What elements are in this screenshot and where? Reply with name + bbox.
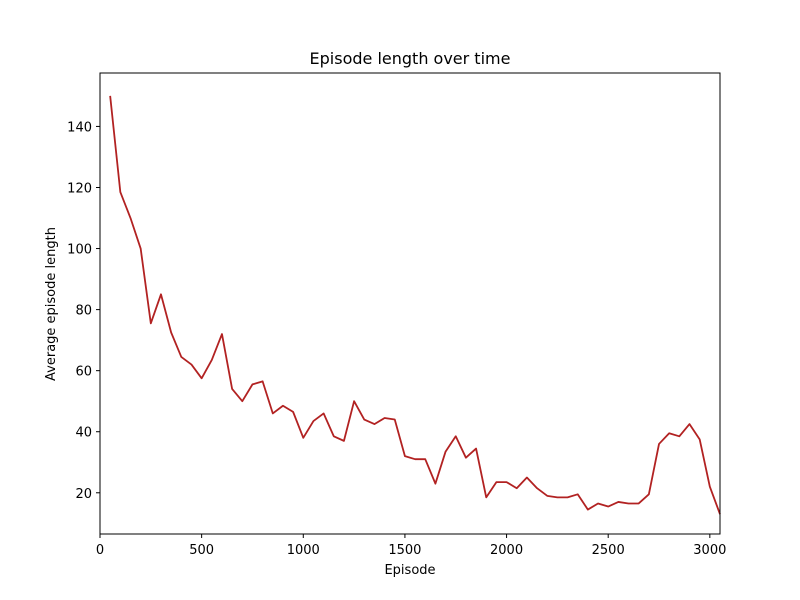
y-tick-label-40: 40 xyxy=(75,426,92,441)
series-line-0 xyxy=(109,95,721,515)
y-axis-label: Average episode length xyxy=(44,227,59,381)
y-tick-label-120: 120 xyxy=(67,181,92,196)
y-tick-label-80: 80 xyxy=(75,304,92,319)
x-tick-label-1000: 1000 xyxy=(287,543,320,558)
x-tick-label-2000: 2000 xyxy=(490,543,523,558)
y-tick-label-20: 20 xyxy=(75,487,92,502)
x-tick-label-2500: 2500 xyxy=(592,543,625,558)
y-tick-label-140: 140 xyxy=(67,120,92,135)
x-tick-label-1500: 1500 xyxy=(388,543,421,558)
x-tick-label-500: 500 xyxy=(189,543,214,558)
x-tick-label-0: 0 xyxy=(96,543,104,558)
x-axis-label: Episode xyxy=(384,563,435,578)
chart-title: Episode length over time xyxy=(310,49,511,68)
x-tick-label-3000: 3000 xyxy=(693,543,726,558)
y-tick-label-100: 100 xyxy=(67,243,92,258)
plot-frame xyxy=(99,72,721,535)
y-tick-label-60: 60 xyxy=(75,365,92,380)
